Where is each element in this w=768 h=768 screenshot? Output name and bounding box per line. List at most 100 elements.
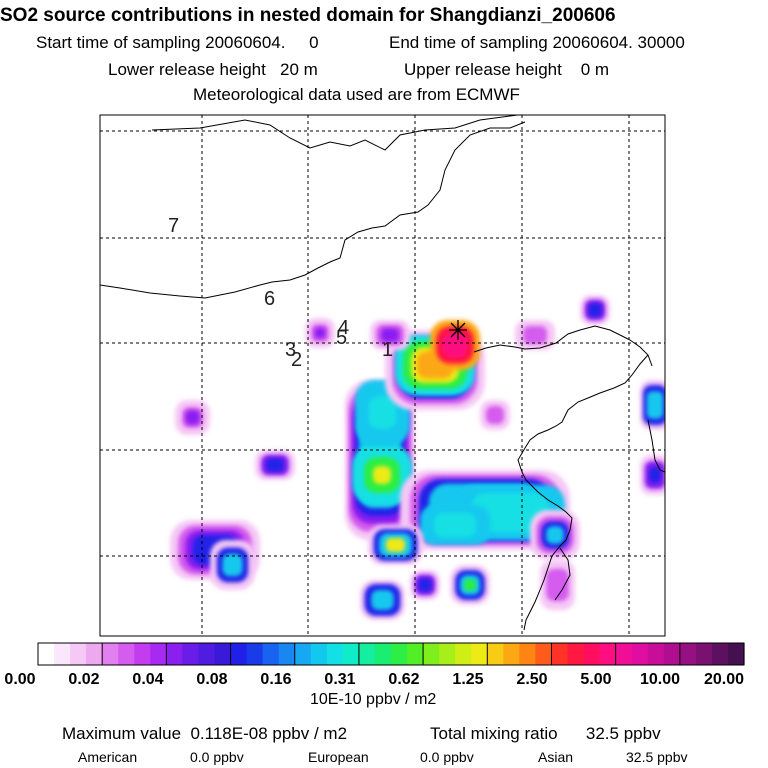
colorbar-swatch xyxy=(342,643,360,665)
colorbar-swatch xyxy=(471,643,488,665)
colorbar-swatch xyxy=(294,643,312,665)
colorbar-swatch xyxy=(695,643,713,665)
colorbar-swatch xyxy=(647,643,665,665)
concentration-blob xyxy=(255,450,295,480)
colorbar-tick-label: 0.31 xyxy=(324,671,355,688)
colorbar-swatch xyxy=(150,643,167,665)
colorbar-swatch xyxy=(102,643,119,665)
american-label: American xyxy=(78,749,138,765)
concentration-blob xyxy=(305,318,335,348)
colorbar-swatch xyxy=(663,643,681,665)
colorbar-swatch xyxy=(54,643,71,665)
upper-release-height: Upper release height 0 m xyxy=(404,60,610,79)
plot-frame xyxy=(99,114,666,637)
colorbar-swatch xyxy=(615,643,633,665)
colorbar-tick-label: 20.00 xyxy=(704,671,744,688)
colorbar-swatch xyxy=(727,643,745,665)
colorbar-swatch xyxy=(38,643,55,665)
coastline-path xyxy=(151,115,522,151)
start-time-text: Start time of sampling 20060604. 0 xyxy=(36,33,319,52)
colorbar-swatch xyxy=(679,643,697,665)
colorbar-swatch xyxy=(214,643,232,665)
concentration-blob xyxy=(352,445,412,505)
colorbar-swatch xyxy=(278,643,296,665)
concentration-blob xyxy=(175,400,210,435)
colorbar-tick-label: 0.02 xyxy=(68,671,99,688)
colorbar-swatch xyxy=(631,643,649,665)
concentration-blob xyxy=(480,400,510,430)
colorbar-swatch xyxy=(583,643,601,665)
site-label: 5 xyxy=(336,327,347,349)
colorbar-swatch xyxy=(310,643,328,665)
colorbar-tick-label: 0.00 xyxy=(4,671,35,688)
colorbar-swatch xyxy=(407,643,424,665)
colorbar-swatch xyxy=(535,643,553,665)
colorbar-tick-label: 5.00 xyxy=(580,671,611,688)
end-time-text: End time of sampling 20060604. 30000 xyxy=(389,33,685,52)
lower-release-height: Lower release height 20 m xyxy=(108,60,318,79)
chart-title: SO2 source contributions in nested domai… xyxy=(0,5,616,26)
coastline-path xyxy=(647,419,665,473)
colorbar-swatch xyxy=(711,643,729,665)
colorbar-tick-label: 0.08 xyxy=(196,671,227,688)
concentration-blob xyxy=(640,380,665,430)
maximum-value-text: Maximum value 0.118E-08 ppbv / m2 xyxy=(62,724,348,743)
colorbar-swatch xyxy=(198,643,216,665)
colorbar-tick-label: 0.04 xyxy=(132,671,163,688)
concentration-field xyxy=(170,295,665,620)
concentration-blob xyxy=(360,580,405,620)
colorbar-swatch xyxy=(519,643,537,665)
concentration-blob xyxy=(530,510,580,560)
concentration-blob xyxy=(420,505,490,545)
colorbar-swatch xyxy=(551,643,569,665)
graticule xyxy=(100,115,665,636)
site-label: 2 xyxy=(291,349,302,371)
american-value: 0.0 ppbv xyxy=(190,749,244,765)
colorbar-tick-label: 0.16 xyxy=(260,671,291,688)
concentration-blob xyxy=(210,540,255,590)
colorbar-tick-label: 1.25 xyxy=(452,671,483,688)
colorbar-swatch xyxy=(326,643,344,665)
colorbar-tick-label: 0.62 xyxy=(388,671,419,688)
coastline-path xyxy=(473,325,653,367)
receptor-marker xyxy=(449,320,467,340)
concentration-blob xyxy=(580,295,610,325)
european-value: 0.0 ppbv xyxy=(420,749,474,765)
colorbar-units: 10E-10 ppbv / m2 xyxy=(310,691,437,708)
concentration-blob xyxy=(450,565,490,605)
colorbar-swatch xyxy=(86,643,103,665)
site-label: 7 xyxy=(168,215,179,237)
concentration-blob xyxy=(640,455,665,495)
colorbar-swatch xyxy=(391,643,408,665)
colorbar-swatch xyxy=(503,643,520,665)
site-label: 1 xyxy=(382,339,393,361)
colorbar-tick-labels: 0.00 0.02 0.04 0.08 0.16 0.31 0.62 1.25 2.50 5.00… xyxy=(4,671,744,688)
colorbar-swatch xyxy=(439,643,456,665)
site-label: 6 xyxy=(264,288,275,310)
concentration-blob xyxy=(410,570,440,600)
site-label: 4 xyxy=(338,317,349,339)
coastline-path xyxy=(554,547,571,601)
european-label: European xyxy=(308,749,369,765)
colorbar-swatch xyxy=(246,643,264,665)
colorbar-swatch xyxy=(134,643,151,665)
colorbar-swatch xyxy=(455,643,472,665)
coastline-path xyxy=(517,354,649,631)
asian-value: 32.5 ppbv xyxy=(626,749,688,765)
concentration-blob xyxy=(540,560,575,610)
colorbar-swatch xyxy=(487,643,504,665)
total-mixing-ratio-text: Total mixing ratio 32.5 ppbv xyxy=(430,724,661,743)
site-label: 3 xyxy=(285,339,296,361)
colorbar-swatch xyxy=(262,643,280,665)
colorbar-swatch xyxy=(230,643,248,665)
concentration-blob xyxy=(368,525,423,565)
asian-label: Asian xyxy=(538,749,574,765)
meteorological-data-text: Meteorological data used are from ECMWF xyxy=(193,85,520,104)
coastline-path xyxy=(100,121,526,299)
colorbar-swatch xyxy=(374,643,392,665)
colorbar-swatch xyxy=(182,643,200,665)
colorbar-swatch xyxy=(599,643,617,665)
colorbar-swatch xyxy=(70,643,87,665)
